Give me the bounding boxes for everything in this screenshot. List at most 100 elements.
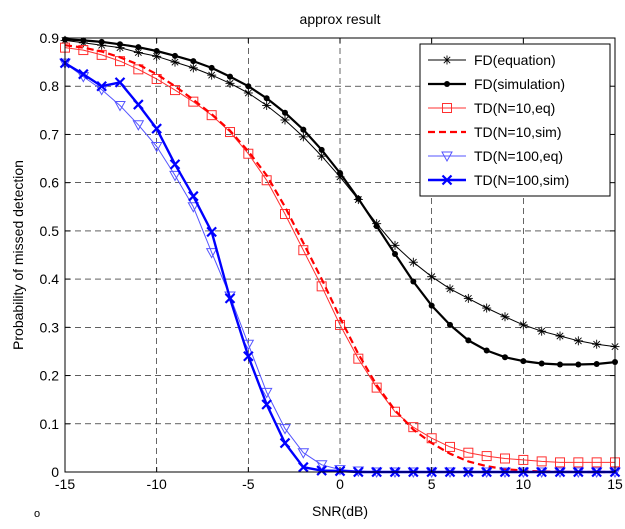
legend-marker (441, 151, 453, 163)
legend-label: FD(simulation) (474, 76, 565, 92)
data-point (573, 457, 584, 468)
data-point-marker (574, 337, 582, 345)
data-point (445, 441, 455, 452)
data-point (482, 303, 492, 313)
data-point (188, 63, 198, 73)
legend-item: TD(N=100,eq) (428, 148, 563, 164)
legend-marker (443, 56, 451, 64)
data-point-marker (244, 89, 252, 97)
data-point-marker (78, 68, 89, 80)
data-point-marker (187, 202, 200, 213)
data-point-marker (465, 337, 472, 344)
data-point-marker (555, 457, 565, 468)
data-point (245, 83, 252, 90)
data-point-marker (593, 360, 600, 367)
y-tick-label: 0.2 (40, 368, 60, 384)
y-tick-label: 0.4 (40, 271, 60, 287)
data-point (463, 447, 474, 458)
data-point-marker (189, 64, 197, 72)
data-point (280, 115, 290, 125)
data-point (98, 38, 105, 45)
data-point (536, 456, 547, 467)
data-point (447, 321, 453, 328)
chart-title: approx result (300, 11, 381, 27)
data-point (169, 170, 181, 182)
legend-label: FD(equation) (474, 52, 556, 68)
data-point (169, 159, 181, 170)
data-point-marker (371, 382, 382, 393)
data-point (133, 64, 144, 75)
legend-marker (442, 103, 452, 113)
data-point-marker (224, 293, 236, 304)
y-tick-label: 0.6 (40, 175, 60, 191)
data-point (300, 126, 307, 133)
data-point (465, 337, 472, 344)
data-point-marker (373, 223, 380, 230)
data-point-marker (114, 77, 126, 88)
data-point (133, 47, 143, 57)
data-point (410, 278, 417, 285)
data-point (573, 336, 583, 346)
data-point (114, 77, 126, 88)
data-point (428, 302, 435, 309)
data-point-marker (483, 304, 491, 312)
data-point (187, 202, 200, 213)
legend-label: TD(N=100,sim) (474, 172, 569, 188)
data-point-marker (96, 80, 107, 92)
data-point-marker (169, 159, 181, 170)
legend-label: TD(N=100,eq) (474, 148, 563, 164)
legend-marker (441, 174, 453, 186)
data-point-marker (575, 361, 582, 368)
data-point-marker (353, 353, 364, 364)
data-point-marker (205, 248, 218, 259)
data-point-marker (390, 406, 400, 417)
data-point-marker (117, 41, 123, 48)
data-point (282, 109, 288, 116)
data-point (392, 251, 398, 258)
legend-item: TD(N=10,sim) (428, 124, 562, 140)
data-point-marker (446, 285, 454, 293)
data-point (151, 73, 162, 84)
data-point-marker (410, 278, 417, 285)
data-point (208, 64, 215, 71)
data-point-marker (337, 170, 343, 177)
data-point (502, 354, 508, 361)
data-point-marker (315, 460, 328, 471)
series-line (64, 47, 615, 463)
data-point (315, 460, 328, 471)
data-point (279, 437, 291, 449)
data-point-marker (299, 133, 307, 141)
data-point-marker (114, 101, 126, 112)
data-point (225, 78, 235, 88)
data-point-marker (520, 358, 527, 365)
data-point-marker (98, 38, 105, 45)
x-tick-label: -10 (147, 476, 167, 492)
data-point-marker (169, 170, 181, 182)
data-point (152, 51, 162, 61)
data-point-marker (78, 45, 89, 56)
data-point (225, 127, 235, 138)
data-point (427, 272, 437, 282)
data-point-marker (226, 79, 234, 87)
data-point-marker (80, 37, 87, 44)
x-tick-label: -15 (55, 476, 75, 492)
data-point-marker (153, 52, 161, 60)
data-point (261, 399, 272, 410)
data-point (260, 387, 273, 399)
data-point-marker (261, 399, 272, 410)
data-point-marker (206, 226, 217, 238)
data-point-marker (134, 48, 142, 56)
data-point (243, 88, 253, 98)
data-point-marker (556, 332, 564, 340)
data-point (373, 223, 380, 230)
data-point-marker (133, 99, 144, 110)
data-point-marker (538, 327, 546, 335)
data-point-marker (538, 360, 545, 367)
y-tick-label: 0.8 (40, 78, 60, 94)
data-point-marker (519, 321, 527, 329)
data-point-marker (591, 457, 602, 468)
data-point-marker (355, 195, 362, 202)
data-point-marker (153, 48, 160, 55)
series-3 (60, 42, 620, 468)
